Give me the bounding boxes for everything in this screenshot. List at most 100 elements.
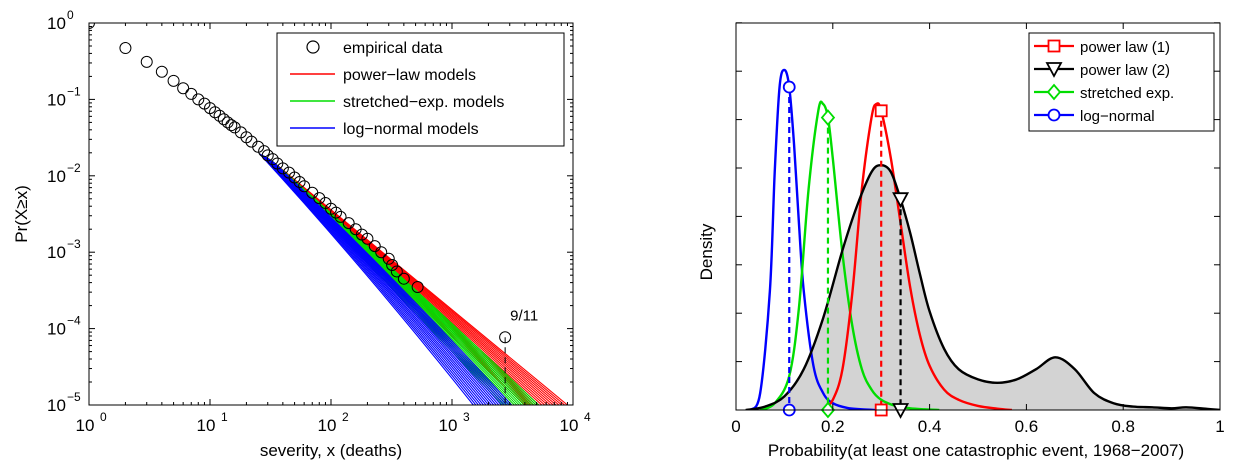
left-y-tick-exponent: −1	[67, 84, 81, 98]
right-chart-density: 0 0.2 0.4 0.6 0.8 1 Probability(at least one …	[697, 22, 1225, 460]
empirical-point	[293, 175, 306, 188]
empirical-point	[217, 113, 230, 126]
empirical-point	[192, 93, 205, 106]
legend-powerlaw-label: power−law models	[343, 67, 476, 84]
left-x-tick-label: 10	[197, 416, 216, 435]
empirical-point	[397, 272, 410, 285]
left-y-tick-label: 10	[47, 90, 66, 109]
right-y-axis-label: Density	[697, 223, 716, 280]
left-legend: empirical data power−law models stretche…	[276, 32, 565, 147]
left-legend-box	[276, 32, 565, 147]
empirical-point	[298, 180, 311, 193]
empirical-point	[368, 240, 381, 253]
legend-marker-3	[1047, 108, 1061, 122]
right-x-tick-label: 1	[1215, 417, 1224, 436]
right-x-tick-label: 0.8	[1111, 417, 1135, 436]
annotation-9-11-label: 9/11	[510, 307, 538, 324]
empirical-point	[252, 140, 265, 153]
model-line-blue	[262, 154, 482, 405]
right-x-tick-label: 0.6	[1015, 417, 1039, 436]
empirical-point	[361, 232, 374, 245]
model-line-blue	[264, 156, 487, 405]
legend-lognormal-label: log−normal models	[343, 121, 479, 138]
legend-stretched-label: stretched−exp. models	[343, 94, 504, 111]
left-y-tick-exponent: −3	[67, 237, 81, 251]
empirical-point	[155, 65, 168, 78]
legend-marker-0	[1047, 39, 1061, 53]
empirical-point	[411, 281, 424, 294]
left-x-tick-exponent: 2	[342, 410, 349, 424]
right-axis-ticks: 0 0.2 0.4 0.6 0.8 1	[731, 22, 1225, 436]
legend-power-law-1-label: power law (1)	[1080, 39, 1170, 56]
model-line-blue	[261, 154, 479, 405]
left-chart-ccdf: 9/11 10 0 10 1 10 2 10 3 10 410 010 −110 −210 −310 −41…	[12, 8, 591, 460]
legend-marker-1	[1045, 62, 1063, 78]
right-legend: power law (1) power law (2) stretched ex…	[1028, 32, 1215, 132]
empirical-point	[390, 265, 403, 278]
model-line-blue	[258, 153, 474, 405]
empirical-point	[167, 74, 180, 87]
model-line-green	[274, 163, 540, 405]
legend-stretched-exp-label: stretched exp.	[1080, 85, 1174, 102]
empirical-point	[375, 246, 388, 259]
empirical-point	[209, 106, 222, 119]
empirical-point	[382, 252, 395, 265]
empirical-point	[330, 206, 343, 219]
left-x-tick-exponent: 0	[100, 410, 107, 424]
legend-marker-2	[1046, 83, 1062, 101]
top-marker-stretched-exp-	[820, 109, 836, 126]
model-line-red	[274, 163, 568, 405]
left-axes-box	[88, 22, 574, 406]
top-marker-log-normal	[782, 80, 796, 94]
left-y-axis-label: Pr(X≥x)	[12, 185, 31, 243]
empirical-point	[225, 119, 238, 132]
curve-power-law-2-	[745, 163, 1220, 410]
empirical-point	[119, 42, 132, 55]
left-y-tick-exponent: −5	[67, 390, 81, 404]
model-line-blue	[260, 153, 477, 405]
legend-log-normal-label: log−normal	[1080, 108, 1155, 125]
empirical-point	[177, 82, 190, 95]
left-y-tick-label: 10	[47, 167, 66, 186]
left-y-tick-label: 10	[47, 320, 66, 339]
right-x-axis-label: Probability(at least one catastrophic ev…	[768, 441, 1184, 460]
legend-empirical-marker	[306, 40, 320, 54]
empirical-point	[276, 162, 289, 175]
model-bands	[258, 153, 568, 405]
left-y-tick-label: 10	[47, 243, 66, 262]
top-marker-power-law-1-	[874, 104, 888, 118]
left-y-tick-label: 10	[47, 14, 66, 33]
empirical-point	[334, 210, 347, 223]
model-line-blue	[274, 163, 512, 405]
right-x-tick-label: 0	[731, 417, 740, 436]
right-x-tick-label: 0.2	[821, 417, 845, 436]
empirical-point	[342, 217, 355, 230]
top-marker-power-law-2-	[892, 192, 910, 209]
left-y-tick-exponent: −4	[67, 314, 81, 328]
left-x-tick-label: 10	[439, 416, 458, 435]
right-axes-box	[735, 22, 1221, 411]
left-x-tick-exponent: 3	[463, 410, 470, 424]
power-law-2-fill	[745, 165, 1220, 410]
empirical-point	[213, 109, 226, 122]
left-x-tick-exponent: 1	[221, 410, 228, 424]
left-y-tick-exponent: 0	[67, 8, 74, 22]
empirical-point	[313, 192, 326, 205]
left-x-tick-exponent: 4	[584, 410, 591, 424]
left-x-tick-label: 10	[560, 416, 579, 435]
empirical-point	[140, 55, 153, 68]
right-x-tick-label: 0.4	[918, 417, 942, 436]
left-y-tick-label: 10	[47, 396, 66, 415]
legend-power-law-2-label: power law (2)	[1080, 62, 1170, 79]
left-x-tick-label: 10	[76, 416, 95, 435]
empirical-point	[386, 258, 399, 271]
empirical-point	[258, 145, 271, 158]
left-x-tick-label: 10	[318, 416, 337, 435]
empirical-points	[89, 23, 512, 344]
model-line-blue	[263, 155, 484, 405]
empirical-point	[266, 153, 279, 166]
curve-log-normal	[749, 68, 877, 410]
left-y-tick-exponent: −2	[67, 161, 81, 175]
density-curves	[745, 68, 1220, 410]
